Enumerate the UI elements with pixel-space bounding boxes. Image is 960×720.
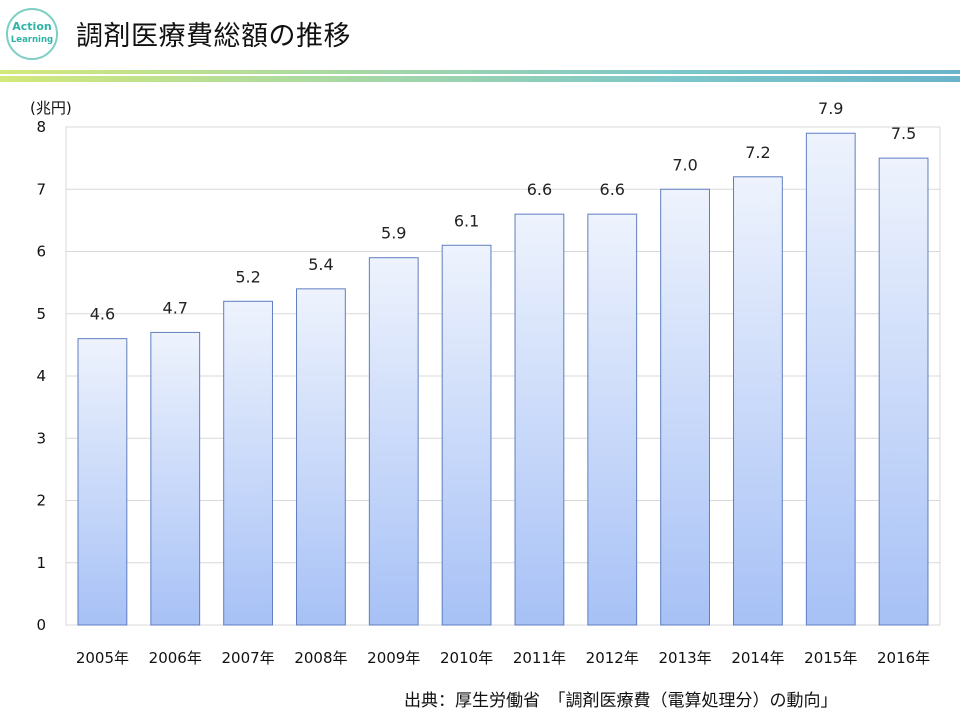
data-label: 6.1 bbox=[454, 211, 479, 230]
bar-2006 bbox=[150, 331, 201, 626]
bar-2005 bbox=[77, 338, 128, 626]
x-tick-label: 2009年 bbox=[367, 649, 420, 667]
x-tick-label: 2012年 bbox=[586, 649, 639, 667]
data-label: 6.6 bbox=[600, 180, 625, 199]
data-label: 7.2 bbox=[745, 143, 770, 162]
action-learning-logo: Action Learning bbox=[6, 8, 58, 60]
y-tick-label: 3 bbox=[36, 429, 46, 447]
data-label: 4.6 bbox=[90, 305, 115, 324]
logo-text-action: Action bbox=[12, 20, 52, 33]
data-label: 4.7 bbox=[163, 298, 188, 317]
logo-circle bbox=[6, 8, 58, 60]
x-tick-label: 2016年 bbox=[877, 649, 930, 667]
bar-2014 bbox=[733, 176, 783, 626]
bar-2009 bbox=[368, 257, 419, 626]
bar-2007 bbox=[223, 300, 273, 626]
x-tick-label: 2010年 bbox=[440, 649, 493, 667]
bar-2012 bbox=[587, 213, 638, 626]
data-label: 5.4 bbox=[308, 255, 333, 274]
y-tick-label: 0 bbox=[36, 616, 46, 634]
x-tick-label: 2013年 bbox=[658, 649, 711, 667]
y-tick-label: 8 bbox=[36, 118, 46, 136]
x-tick-label: 2005年 bbox=[76, 649, 129, 667]
bar-2013 bbox=[660, 188, 710, 626]
data-label: 5.2 bbox=[235, 267, 260, 286]
y-tick-label: 5 bbox=[36, 305, 46, 323]
y-axis-label: (兆円) bbox=[30, 99, 72, 117]
y-tick-label: 6 bbox=[36, 243, 46, 261]
bar-2016 bbox=[878, 157, 929, 626]
data-label: 7.5 bbox=[891, 124, 916, 143]
data-label: 7.9 bbox=[818, 99, 843, 118]
data-label: 6.6 bbox=[527, 180, 552, 199]
x-tick-label: 2007年 bbox=[221, 649, 274, 667]
x-tick-label: 2014年 bbox=[731, 649, 784, 667]
page-title: 調剤医療費総額の推移 bbox=[76, 21, 351, 52]
x-tick-label: 2011年 bbox=[513, 649, 566, 667]
header-divider bbox=[0, 70, 960, 82]
logo-text-learning: Learning bbox=[10, 35, 54, 45]
x-tick-label: 2006年 bbox=[149, 649, 202, 667]
bar-2011 bbox=[514, 213, 565, 626]
x-tick-label: 2008年 bbox=[294, 649, 347, 667]
source-citation: 出典：厚生労働省 「調剤医療費（電算処理分）の動向」 bbox=[404, 691, 838, 711]
x-tick-label: 2015年 bbox=[804, 649, 857, 667]
y-tick-label: 2 bbox=[36, 492, 46, 510]
data-label: 7.0 bbox=[672, 155, 697, 174]
bar-2015 bbox=[805, 132, 856, 626]
y-tick-label: 4 bbox=[36, 367, 46, 385]
bar-2010 bbox=[441, 244, 492, 626]
y-tick-label: 1 bbox=[36, 554, 46, 572]
y-tick-label: 7 bbox=[36, 180, 46, 198]
bar-2008 bbox=[296, 288, 346, 626]
data-label: 5.9 bbox=[381, 224, 406, 243]
